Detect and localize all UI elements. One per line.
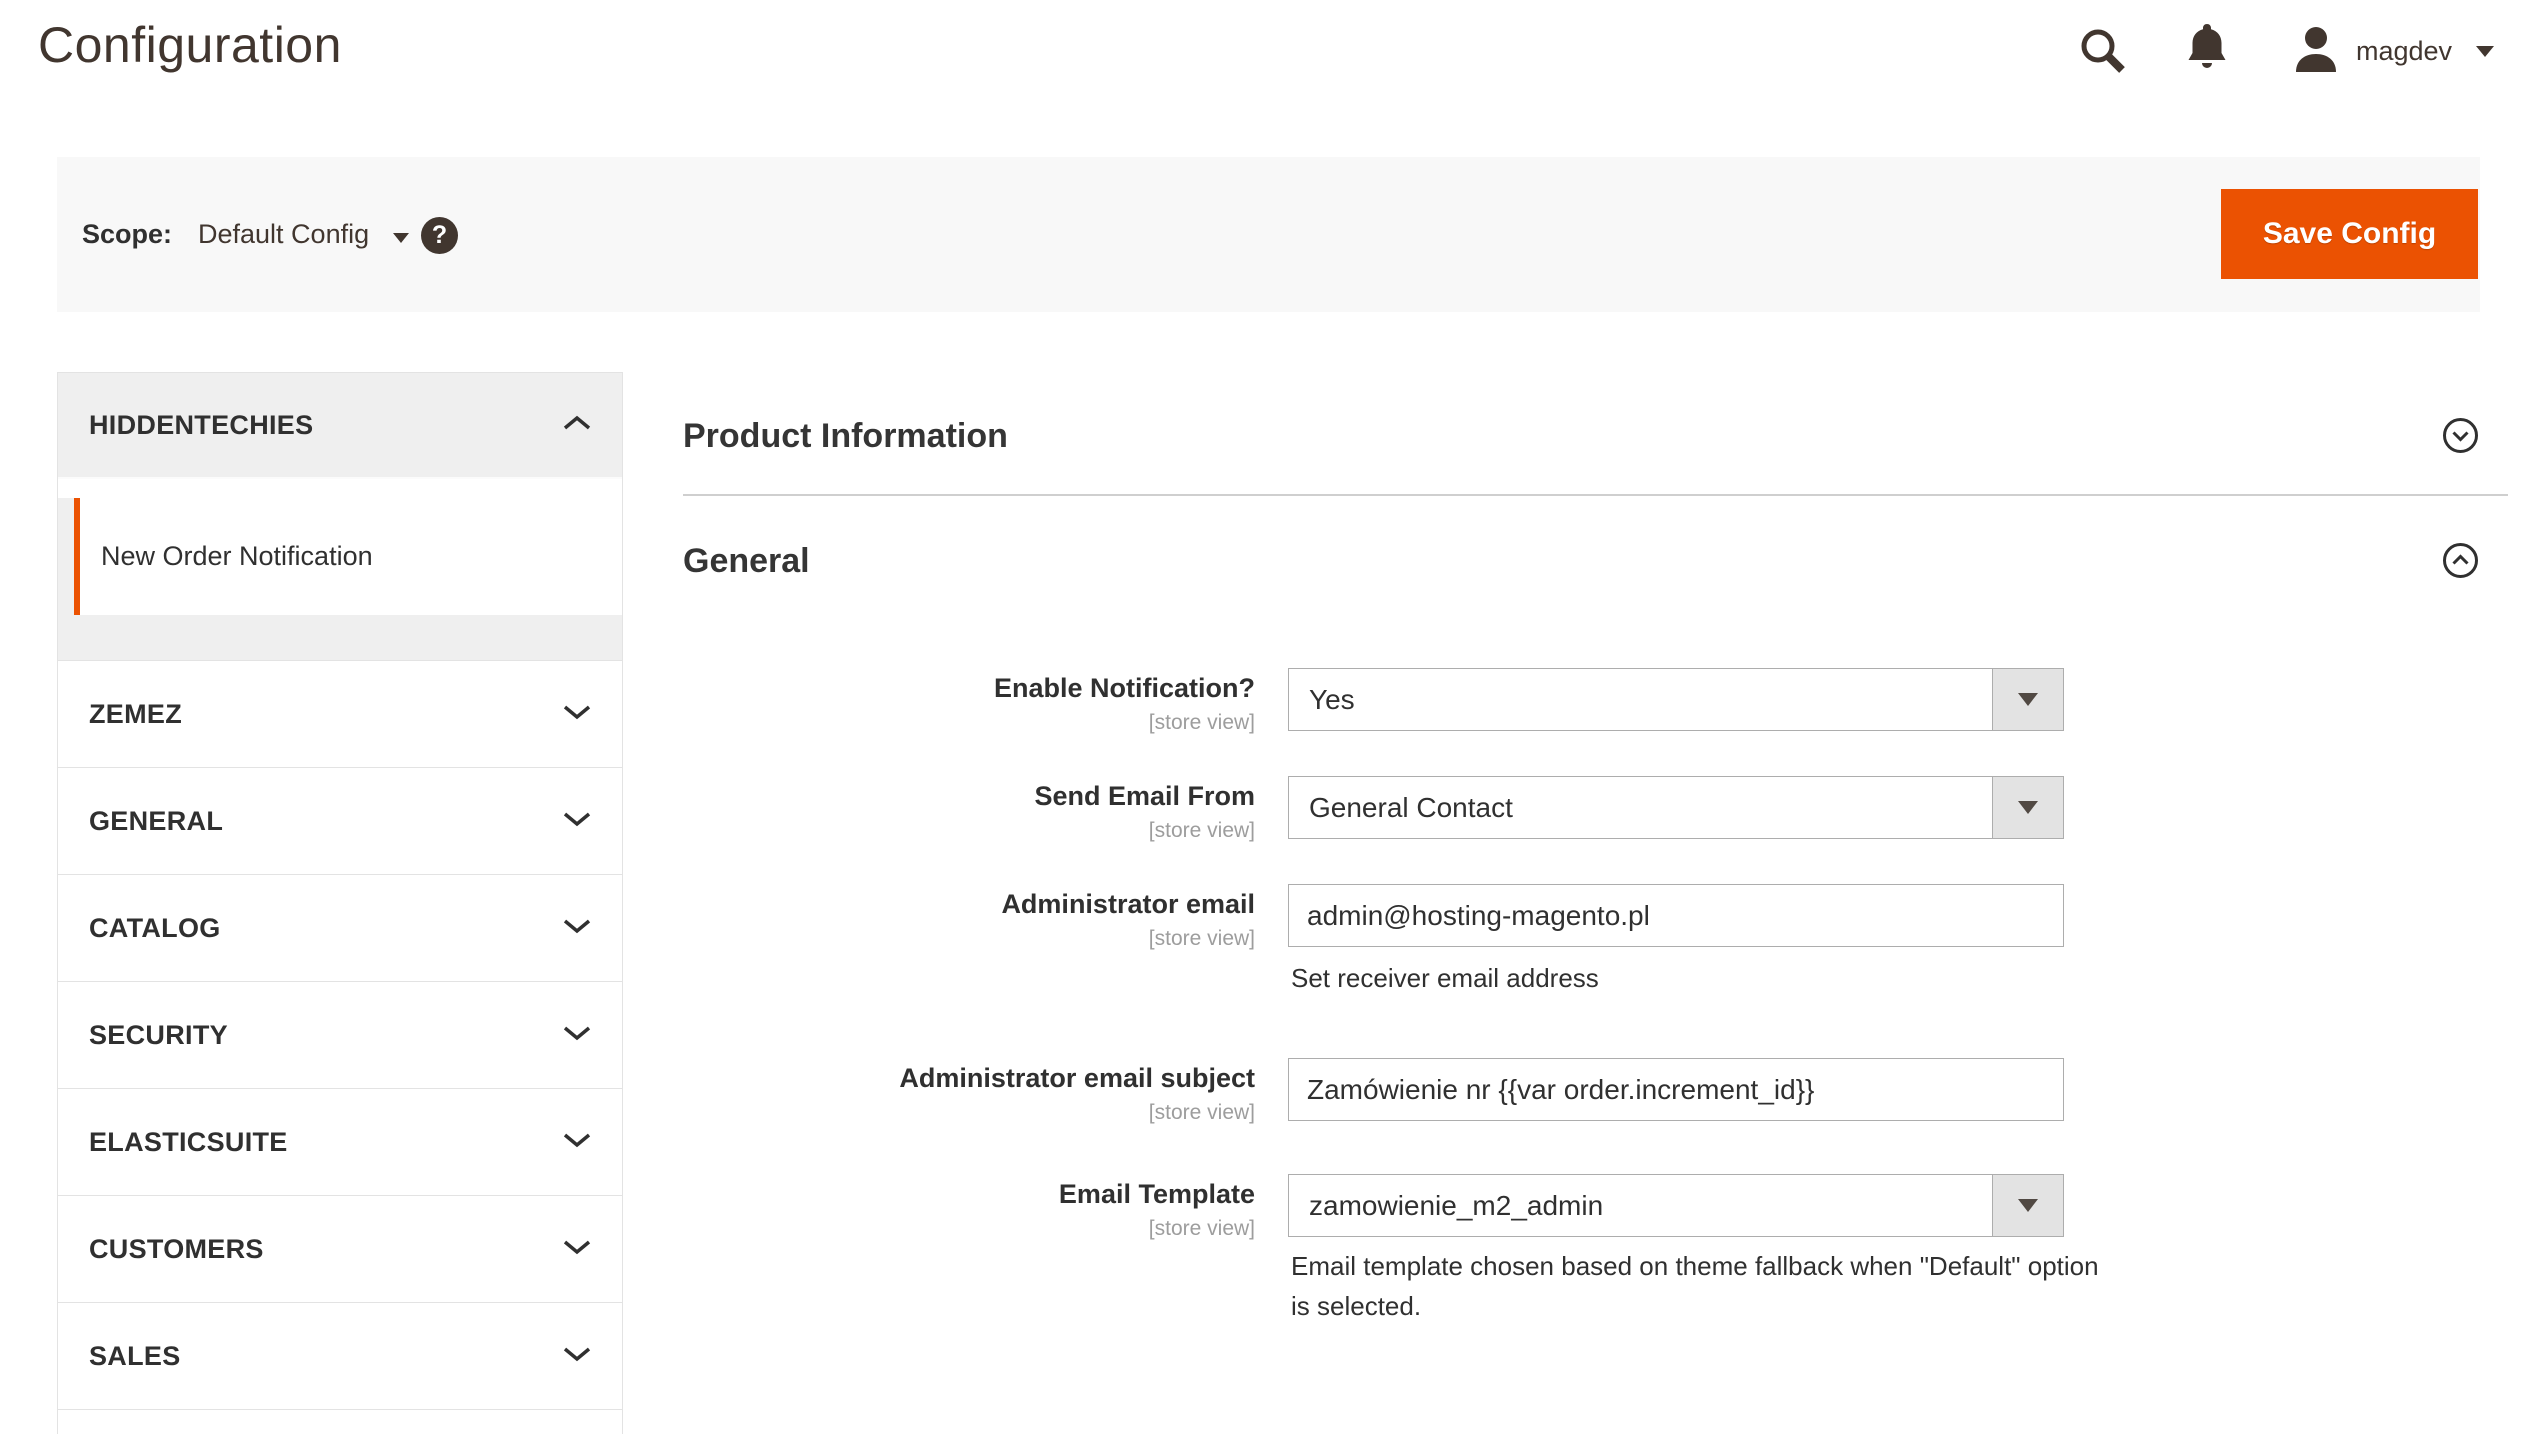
bell-icon — [2188, 24, 2226, 75]
collapse-toggle-product-information[interactable] — [2442, 417, 2479, 454]
chevron-down-icon — [562, 810, 592, 833]
collapse-toggle-general[interactable] — [2442, 542, 2479, 579]
question-icon: ? — [431, 221, 448, 249]
field-scope-hint: [store view] — [1148, 711, 1255, 734]
sidebar-section-security[interactable]: SECURITY — [58, 982, 622, 1089]
scope-label: Scope: — [82, 219, 173, 249]
field-row-enable-notification: Enable Notification? [store view] Yes — [683, 668, 2064, 734]
user-menu[interactable]: magdev — [2292, 26, 2495, 77]
section-title-general[interactable]: General — [683, 542, 810, 580]
select-value: Yes — [1309, 684, 1355, 715]
sidebar-section-items: New Order Notification — [58, 498, 622, 661]
field-scope-hint: [store view] — [1148, 1101, 1255, 1124]
chevron-down-icon — [2476, 46, 2495, 57]
select-value: General Contact — [1309, 792, 1513, 823]
sidebar-section-label: HIDDENTECHIES — [89, 409, 314, 440]
sidebar-item-new-order-notification[interactable]: New Order Notification — [74, 498, 622, 615]
sidebar-section-sales[interactable]: SALES — [58, 1303, 622, 1410]
field-row-send-email-from: Send Email From [store view] General Con… — [683, 776, 2064, 842]
field-label: Administrator email subject — [899, 1063, 1255, 1093]
chevron-down-icon — [562, 1131, 592, 1154]
field-label: Send Email From — [1034, 781, 1255, 811]
select-value: zamowienie_m2_admin — [1309, 1190, 1604, 1221]
chevron-up-icon — [562, 414, 592, 437]
sidebar-section-customers[interactable]: CUSTOMERS — [58, 1196, 622, 1303]
chevron-up-circle-icon — [2442, 543, 2479, 582]
chevron-down-icon — [562, 703, 592, 726]
sidebar-section-catalog[interactable]: CATALOG — [58, 875, 622, 982]
field-row-administrator-email-subject: Administrator email subject [store view] — [683, 1058, 2064, 1124]
save-config-button[interactable]: Save Config — [2221, 189, 2478, 279]
chevron-down-icon — [562, 917, 592, 940]
scope-selector[interactable]: Default Config — [198, 219, 410, 250]
field-row-email-template: Email Template [store view] zamowienie_m… — [683, 1174, 2064, 1240]
config-nav-sidebar: HIDDENTECHIES New Order Notification ZEM… — [57, 372, 623, 1434]
field-label-block: Administrator email [store view] — [683, 889, 1255, 951]
sidebar-section-zemez[interactable]: ZEMEZ — [58, 661, 622, 768]
scope-selected-value: Default Config — [198, 219, 370, 249]
field-label: Enable Notification? — [993, 673, 1255, 703]
field-scope-hint: [store view] — [1148, 1217, 1255, 1240]
field-row-administrator-email: Administrator email [store view] — [683, 884, 2064, 950]
field-note: Email template chosen based on theme fal… — [1291, 1251, 2099, 1321]
scope-toolbar: Scope: Default Config ? Save Config — [57, 157, 2480, 312]
field-note: Set receiver email address — [1291, 963, 1599, 993]
page-title: Configuration — [38, 17, 342, 73]
select-arrow-icon — [1992, 1175, 2063, 1236]
scope-help-button[interactable]: ? — [421, 217, 458, 254]
field-scope-hint: [store view] — [1148, 927, 1255, 950]
section-title-product-information[interactable]: Product Information — [683, 417, 1008, 455]
section-divider — [683, 494, 2508, 496]
user-icon — [2292, 26, 2340, 77]
field-label: Administrator email — [1001, 889, 1255, 919]
search-icon — [2078, 26, 2128, 79]
send-email-from-select[interactable]: General Contact — [1288, 776, 2064, 839]
field-label: Email Template — [1058, 1179, 1255, 1209]
chevron-down-circle-icon — [2442, 418, 2479, 457]
email-template-select[interactable]: zamowienie_m2_admin — [1288, 1174, 2064, 1237]
sidebar-section-hiddentechies[interactable]: HIDDENTECHIES — [58, 373, 622, 479]
administrator-email-input[interactable] — [1288, 884, 2064, 947]
field-label-block: Email Template [store view] — [683, 1179, 1255, 1241]
field-label-block: Enable Notification? [store view] — [683, 673, 1255, 735]
select-arrow-icon — [1992, 777, 2063, 838]
field-scope-hint: [store view] — [1148, 819, 1255, 842]
search-button[interactable] — [2078, 26, 2128, 79]
chevron-down-icon — [562, 1024, 592, 1047]
sidebar-section-elasticsuite[interactable]: ELASTICSUITE — [58, 1089, 622, 1196]
administrator-email-subject-input[interactable] — [1288, 1058, 2064, 1121]
select-arrow-icon — [1992, 669, 2063, 730]
field-label-block: Administrator email subject [store view] — [683, 1063, 1255, 1125]
username: magdev — [2356, 36, 2453, 66]
sidebar-item-label: New Order Notification — [101, 541, 373, 571]
field-label-block: Send Email From [store view] — [683, 781, 1255, 843]
chevron-down-icon — [562, 1238, 592, 1261]
notifications-button[interactable] — [2188, 24, 2226, 75]
sidebar-section-general[interactable]: GENERAL — [58, 768, 622, 875]
enable-notification-select[interactable]: Yes — [1288, 668, 2064, 731]
chevron-down-icon — [562, 1345, 592, 1368]
chevron-down-icon — [393, 232, 410, 243]
